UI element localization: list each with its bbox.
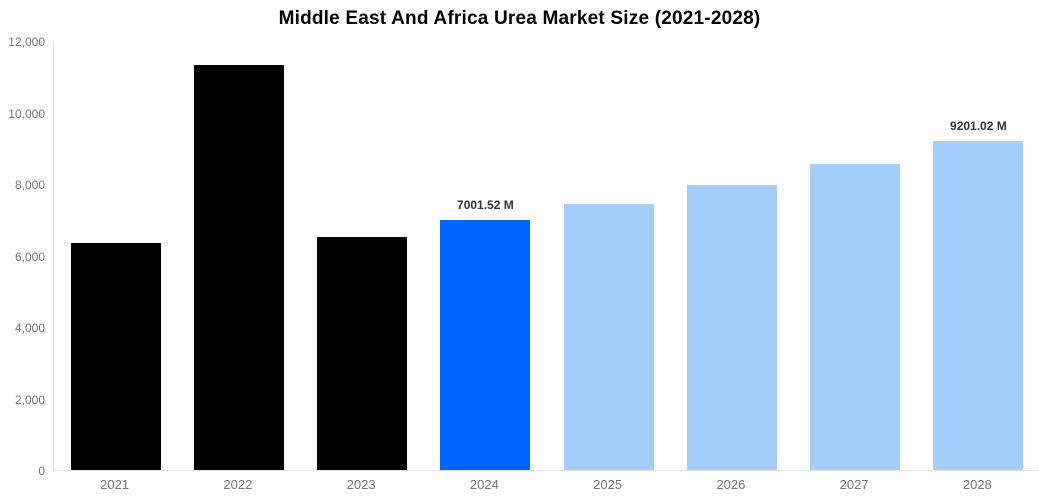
x-axis-tick-label: 2023 (346, 477, 376, 492)
bar-2021 (70, 243, 161, 470)
y-axis-tick-label: 8,000 (14, 178, 45, 192)
y-axis: 0 2,000 4,000 6,000 8,000 10,000 12,000 (0, 35, 45, 478)
y-axis-tick-label: 4,000 (14, 321, 45, 335)
x-axis-tick-label: 2021 (100, 477, 130, 492)
y-axis-tick-label: 2,000 (14, 392, 45, 407)
bar-2025 (563, 204, 654, 470)
x-axis-tick-label: 2022 (223, 477, 253, 492)
bar-2022 (193, 64, 284, 470)
x-axis-tick-label: 2024 (469, 477, 499, 492)
x-axis-tick-label: 2025 (593, 477, 623, 492)
y-axis-tick-label: 0 (38, 464, 45, 478)
x-axis: 2021 2022 2023 2024 2025 2026 2027 2028 (53, 477, 1039, 497)
y-axis-tick-label: 6,000 (14, 249, 45, 264)
bar-2023 (317, 236, 408, 470)
bar-value-label-2028: 9201.02 M (950, 119, 1007, 134)
bar-2026 (686, 185, 777, 470)
chart-title: Middle East And Africa Urea Market Size … (278, 8, 761, 29)
x-axis-tick-label: 2027 (839, 477, 869, 492)
x-axis-tick-label: 2028 (962, 477, 992, 492)
bar-value-label-2024: 7001.52 M (457, 197, 514, 212)
y-axis-tick-label: 12,000 (8, 35, 45, 49)
y-axis-tick-label: 10,000 (8, 106, 45, 121)
x-axis-tick-label: 2026 (716, 477, 746, 492)
plot-area: 7001.52 M 9201.02 M (53, 42, 1039, 471)
bar-2028 (933, 141, 1024, 470)
bar-2027 (810, 163, 901, 470)
bar-2024 (440, 219, 531, 470)
